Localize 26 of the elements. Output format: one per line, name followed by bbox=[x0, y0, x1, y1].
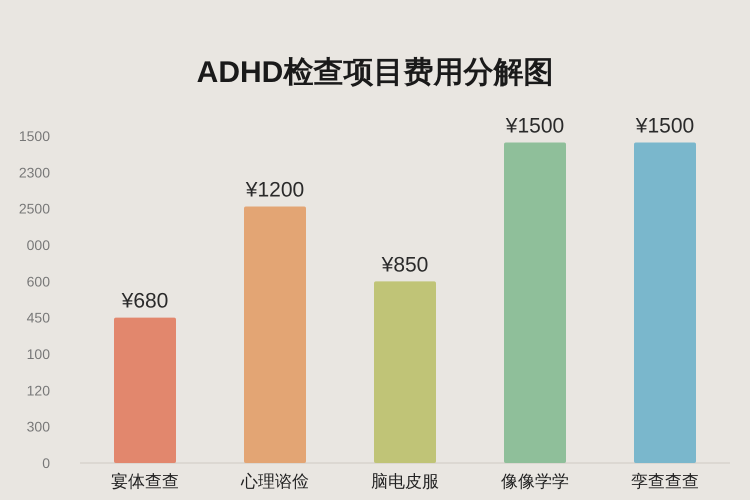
text: 1500 bbox=[18, 128, 50, 144]
text: 0 bbox=[42, 455, 50, 471]
x-tick-label: 像像学学 bbox=[501, 472, 569, 491]
x-tick-label: 脑电皮服 bbox=[371, 472, 439, 491]
x-tick-label: 心理谘俭 bbox=[240, 472, 309, 491]
data-label: ¥1500 bbox=[634, 114, 694, 138]
text: 120 bbox=[26, 382, 50, 398]
bar bbox=[504, 142, 566, 463]
text: 100 bbox=[26, 346, 50, 362]
data-label: ¥850 bbox=[380, 253, 428, 276]
data-label: ¥1500 bbox=[504, 114, 564, 138]
text: 2500 bbox=[18, 200, 50, 217]
text: 450 bbox=[26, 310, 50, 326]
x-tick-label: 孪查查查 bbox=[631, 472, 699, 491]
text: 300 bbox=[26, 418, 50, 435]
chart-title: ADHD检查项目费用分解图 bbox=[196, 56, 554, 89]
data-label: ¥680 bbox=[120, 290, 168, 313]
text: 600 bbox=[26, 273, 50, 290]
x-tick-label: 宴体查查 bbox=[111, 472, 179, 491]
bar bbox=[114, 318, 176, 463]
text: 2300 bbox=[18, 164, 50, 180]
bar bbox=[244, 206, 306, 463]
data-label: ¥1200 bbox=[244, 178, 304, 202]
text: 000 bbox=[26, 237, 50, 253]
bar bbox=[634, 142, 696, 463]
bar bbox=[374, 281, 436, 463]
